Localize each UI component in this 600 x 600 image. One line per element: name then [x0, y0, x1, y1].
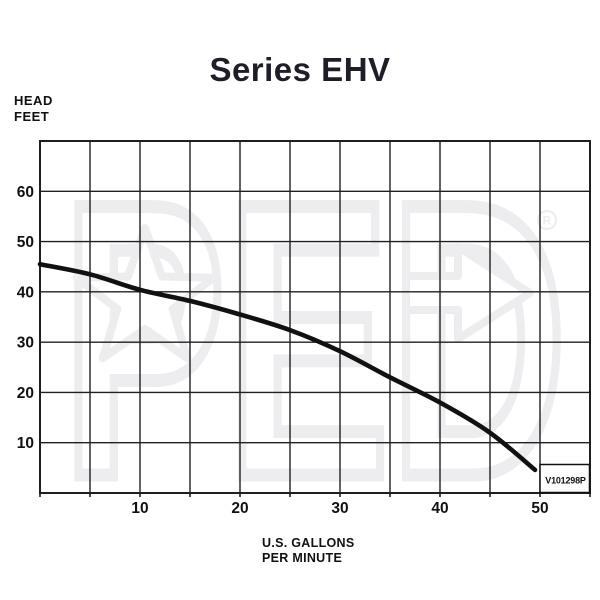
x-tick-label: 20 [231, 500, 248, 517]
registered-circle [536, 209, 558, 231]
x-tick-label: 10 [131, 500, 148, 517]
y-tick-label: 20 [17, 385, 34, 402]
y-tick-label: 30 [17, 335, 34, 352]
plot-border [39, 140, 591, 494]
page-title: Series EHV [209, 51, 391, 88]
x-tick-label: 50 [531, 500, 548, 517]
part-number-border [539, 463, 591, 494]
y-tick-label: 10 [17, 435, 34, 452]
x-axis-caption: U.S. GALLONS PER MINUTE [262, 536, 355, 566]
x-tick-label: 30 [331, 500, 348, 517]
y-axis-caption-line2: FEET [14, 109, 50, 124]
y-axis-caption-line1: HEAD [14, 93, 53, 108]
watermark-arrow-icon [402, 243, 534, 343]
pump-curve [37, 261, 538, 473]
y-tick-label: 50 [17, 234, 34, 251]
y-axis-caption: HEAD FEET [14, 93, 53, 125]
part-number-box: V101298P [539, 463, 591, 494]
x-axis-caption-line1: U.S. GALLONS [262, 536, 355, 550]
y-tick-label: 40 [17, 284, 34, 301]
part-number-label: V101298P [545, 476, 586, 486]
x-axis-ticks [39, 493, 591, 497]
x-axis-caption-line2: PER MINUTE [262, 551, 343, 565]
watermark-registered-mark: R [536, 209, 558, 231]
registered-letter: R [543, 214, 552, 228]
y-tick-label: 60 [17, 184, 34, 201]
x-tick-label: 40 [431, 500, 448, 517]
